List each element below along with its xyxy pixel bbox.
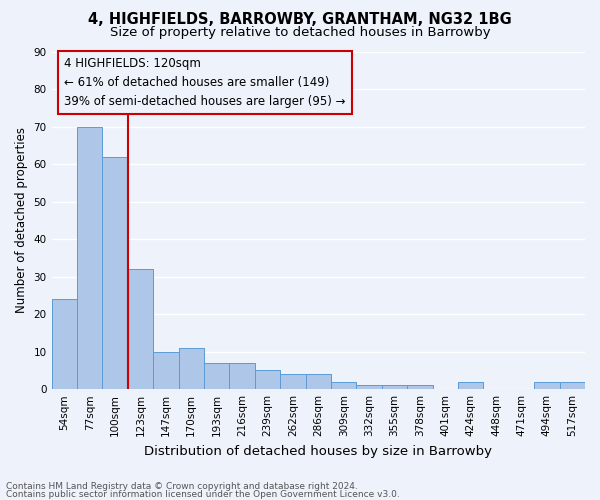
Text: Contains public sector information licensed under the Open Government Licence v3: Contains public sector information licen… [6, 490, 400, 499]
Bar [204, 363, 229, 389]
Bar [458, 382, 484, 389]
Bar [407, 386, 433, 389]
Bar [103, 156, 128, 389]
Bar [229, 363, 255, 389]
Text: Size of property relative to detached houses in Barrowby: Size of property relative to detached ho… [110, 26, 490, 39]
Bar [77, 126, 103, 389]
Bar [280, 374, 305, 389]
Text: 4 HIGHFIELDS: 120sqm
← 61% of detached houses are smaller (149)
39% of semi-deta: 4 HIGHFIELDS: 120sqm ← 61% of detached h… [64, 57, 346, 108]
Bar [52, 299, 77, 389]
Bar [255, 370, 280, 389]
Bar [331, 382, 356, 389]
Bar [356, 386, 382, 389]
Bar [382, 386, 407, 389]
X-axis label: Distribution of detached houses by size in Barrowby: Distribution of detached houses by size … [144, 444, 492, 458]
Text: Contains HM Land Registry data © Crown copyright and database right 2024.: Contains HM Land Registry data © Crown c… [6, 482, 358, 491]
Bar [128, 269, 153, 389]
Bar [534, 382, 560, 389]
Bar [179, 348, 204, 389]
Bar [560, 382, 585, 389]
Bar [153, 352, 179, 389]
Bar [305, 374, 331, 389]
Y-axis label: Number of detached properties: Number of detached properties [15, 128, 28, 314]
Text: 4, HIGHFIELDS, BARROWBY, GRANTHAM, NG32 1BG: 4, HIGHFIELDS, BARROWBY, GRANTHAM, NG32 … [88, 12, 512, 28]
